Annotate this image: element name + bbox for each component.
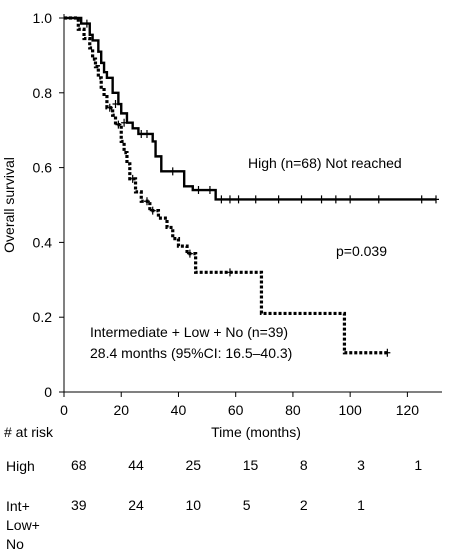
series-0-censor-mark-15	[332, 195, 339, 204]
series-0-censor-mark-3	[138, 129, 145, 138]
series-1-censor-mark-3	[143, 197, 150, 206]
x-tick-label-4: 80	[285, 402, 301, 418]
risk-cell-r0-c5: 3	[357, 457, 365, 473]
series-0-curve	[64, 16, 436, 201]
series-0-censor-mark-12	[275, 195, 282, 204]
risk-cell-r1-c1: 24	[128, 497, 144, 513]
series-0-censor-mark-0	[83, 19, 90, 28]
series-0-censor-mark-19	[433, 195, 439, 204]
series-1-censor-mark-1	[115, 120, 122, 129]
x-axis-label: Time (months)	[211, 424, 301, 440]
x-tick-label-0: 0	[60, 402, 68, 418]
y-tick-label-2: 0.4	[33, 234, 53, 250]
risk-cell-r1-c3: 5	[242, 497, 251, 513]
y-tick-label-5: 1.0	[33, 10, 53, 26]
y-tick-label-4: 0.8	[33, 85, 53, 101]
x-tick-label-5: 100	[338, 402, 362, 418]
risk-row-low-name: Int+ Low+ No	[6, 498, 40, 552]
risk-cell-r0-c4: 8	[299, 457, 308, 473]
risk-cell-r0-c3: 15	[242, 457, 259, 473]
risk-cell-r1-c4: 2	[299, 497, 308, 513]
series-0-censor-mark-9	[226, 195, 233, 204]
risk-cell-r0-c0: 68	[71, 457, 87, 473]
series-1-censor-mark-4	[149, 206, 156, 215]
series-1-censor-mark-7	[384, 348, 391, 357]
series-1-censor-mark-0	[106, 103, 113, 112]
risk-row-high-name: High	[6, 458, 35, 474]
risk-cell-r0-c6: 1	[414, 457, 423, 473]
low-group-label-line1: Intermediate + Low + No (n=39)	[90, 324, 288, 340]
risk-cell-r0-c1: 44	[128, 457, 144, 473]
series-0-censor-mark-4	[143, 129, 150, 138]
series-0-censor-mark-10	[235, 195, 242, 204]
series-1-censor-mark-2	[129, 174, 136, 183]
x-tick-label-3: 60	[228, 402, 244, 418]
y-tick-label-3: 0.6	[33, 160, 53, 176]
series-0-censor-mark-1	[112, 100, 119, 109]
y-tick-label-0: 0	[44, 384, 52, 400]
series-1-censor-mark-6	[226, 268, 233, 277]
series-1-curve	[64, 16, 388, 355]
series-0-censor-mark-7	[206, 186, 213, 195]
plot-area: 0 20 40 60 80 100 120 0 0.2 0.4 0.6 0.8 1.0	[33, 10, 442, 418]
y-tick-label-1: 0.2	[33, 309, 53, 325]
x-tick-label-6: 120	[396, 402, 420, 418]
series-0-censor-mark-8	[218, 195, 225, 204]
series-0-censor-mark-16	[347, 195, 354, 204]
series-0-censor-mark-6	[195, 186, 202, 195]
risk-cell-r1-c0: 39	[71, 497, 87, 513]
high-group-label: High (n=68) Not reached	[248, 155, 402, 171]
risk-table-header: # at risk	[4, 424, 54, 440]
x-tick-label-1: 20	[113, 402, 129, 418]
risk-cell-r0-c2: 25	[185, 457, 202, 473]
y-axis-label: Overall survival	[1, 157, 17, 253]
risk-cell-r1-c5: 1	[357, 497, 365, 513]
series-0-censor-mark-14	[318, 195, 325, 204]
low-group-label-line2: 28.4 months (95%CI: 16.5–40.3)	[90, 345, 292, 361]
series-0-censor-mark-5	[169, 167, 176, 176]
series-0-censor-mark-18	[418, 195, 425, 204]
series-0-censor-mark-17	[375, 195, 382, 204]
series-0-censor-mark-11	[252, 195, 259, 204]
risk-cell-r1-c2: 10	[185, 497, 202, 513]
p-value-label: p=0.039	[336, 243, 387, 259]
x-tick-label-2: 40	[171, 402, 187, 418]
series-1-censor-mark-5	[186, 249, 193, 258]
series-0-censor-mark-13	[298, 195, 305, 204]
series-0-censor-mark-2	[121, 118, 128, 127]
